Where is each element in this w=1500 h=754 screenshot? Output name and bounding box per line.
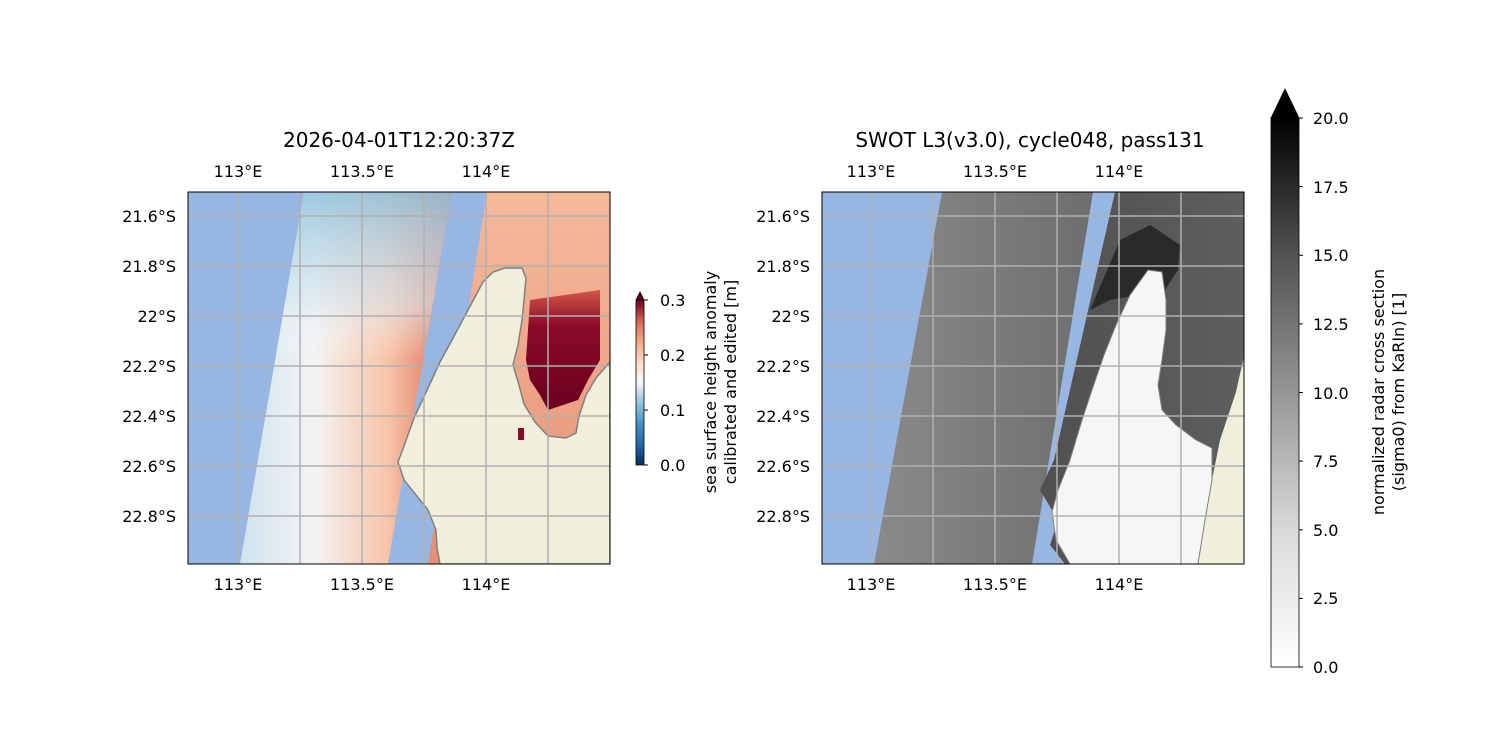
ssha-bottom-lon-tick: 114°E xyxy=(462,575,511,594)
ssha-gridlines xyxy=(188,192,610,564)
ssha-lat-tick: 22°S xyxy=(137,307,176,326)
sigma0-colorbar-extend-max xyxy=(1270,88,1300,119)
sigma0-map-frame xyxy=(821,191,1245,565)
sigma0-colorbar-tick: 17.5 xyxy=(1313,178,1349,197)
ssha-lat-tick: 22.4°S xyxy=(122,407,176,426)
sigma0-bottom-lon-tick: 113°E xyxy=(847,575,896,594)
ssha-colorbar-label: sea surface height anomaly xyxy=(701,271,720,493)
ssha-bay-anomaly-speck xyxy=(518,428,524,440)
sigma0-top-lon-tick: 113°E xyxy=(847,162,896,181)
sigma0-gridlines xyxy=(822,192,1244,564)
sigma0-colorbar-tick: 10.0 xyxy=(1313,384,1349,403)
sigma0-lat-tick: 22°S xyxy=(771,307,810,326)
sigma0-colorbar-tick: 15.0 xyxy=(1313,246,1349,265)
sigma0-colorbar-gradient xyxy=(1270,117,1300,668)
sigma0-lat-tick: 21.6°S xyxy=(756,207,810,226)
sigma0-colorbar: 0.0 2.5 5.0 7.5 10.0 12.5 15.0 17.5 20.0… xyxy=(1270,88,1408,677)
ssha-colorbar-tick: 0.3 xyxy=(660,291,685,310)
ssha-lat-tick: 22.2°S xyxy=(122,357,176,376)
sigma0-map: 113°E 113.5°E 114°E 113°E 113.5°E 114°E … xyxy=(756,162,1245,594)
ssha-colorbar-gradient xyxy=(635,299,645,466)
ssha-bottom-lon-tick: 113°E xyxy=(214,575,263,594)
sigma0-colorbar-tick: 7.5 xyxy=(1313,452,1338,471)
ssha-colorbar-extend-max xyxy=(635,291,645,301)
ssha-bottom-lon-tick: 113.5°E xyxy=(330,575,394,594)
sigma0-lat-tick: 21.8°S xyxy=(756,257,810,276)
ssha-colorbar-label: calibrated and edited [m] xyxy=(721,280,740,484)
sigma0-lat-tick: 22.4°S xyxy=(756,407,810,426)
ssha-top-lon-tick: 113°E xyxy=(214,162,263,181)
sigma0-top-lon-tick: 113.5°E xyxy=(963,162,1027,181)
ssha-colorbar: 0.0 0.1 0.2 0.3 sea surface height anoma… xyxy=(635,271,740,493)
sigma0-lat-tick: 22.2°S xyxy=(756,357,810,376)
ssha-colorbar-tick: 0.0 xyxy=(660,456,685,475)
ssha-colorbar-tick: 0.1 xyxy=(660,401,685,420)
sigma0-colorbar-tick: 5.0 xyxy=(1313,521,1338,540)
sigma0-bottom-lon-tick: 114°E xyxy=(1095,575,1144,594)
sigma0-bright-land xyxy=(1051,269,1213,564)
sigma0-colorbar-tick: 0.0 xyxy=(1313,658,1338,677)
sigma0-colorbar-tick: 12.5 xyxy=(1313,315,1349,334)
sigma0-top-lon-tick: 114°E xyxy=(1095,162,1144,181)
ssha-colorbar-tick: 0.2 xyxy=(660,346,685,365)
ssha-lat-tick: 21.8°S xyxy=(122,257,176,276)
ssha-map-frame xyxy=(187,191,611,565)
ssha-lat-tick: 22.8°S xyxy=(122,507,176,526)
ssha-bay-anomaly xyxy=(526,290,600,410)
sigma0-bottom-lon-tick: 113.5°E xyxy=(963,575,1027,594)
ssha-lat-tick: 22.6°S xyxy=(122,457,176,476)
sigma0-lat-tick: 22.8°S xyxy=(756,507,810,526)
sigma0-land xyxy=(1195,360,1244,564)
sigma0-map-title: SWOT L3(v3.0), cycle048, pass131 xyxy=(855,128,1205,152)
sigma0-west-swath xyxy=(874,192,1093,564)
ssha-west-swath-top-shading xyxy=(240,192,452,564)
ssha-map-title: 2026-04-01T12:20:37Z xyxy=(283,128,515,152)
sigma0-colorbar-label: normalized radar cross section xyxy=(1369,269,1388,515)
sigma0-colorbar-label: (sigma0) from KaRIn) [1] xyxy=(1389,293,1408,491)
ssha-top-lon-tick: 113.5°E xyxy=(330,162,394,181)
ssha-map: 113°E 113.5°E 114°E 113°E 113.5°E 114°E … xyxy=(122,162,611,594)
sigma0-lat-tick: 22.6°S xyxy=(756,457,810,476)
sigma0-colorbar-tick: 2.5 xyxy=(1313,589,1338,608)
sigma0-colorbar-tick: 20.0 xyxy=(1313,109,1349,128)
ssha-lat-tick: 21.6°S xyxy=(122,207,176,226)
ssha-top-lon-tick: 114°E xyxy=(462,162,511,181)
